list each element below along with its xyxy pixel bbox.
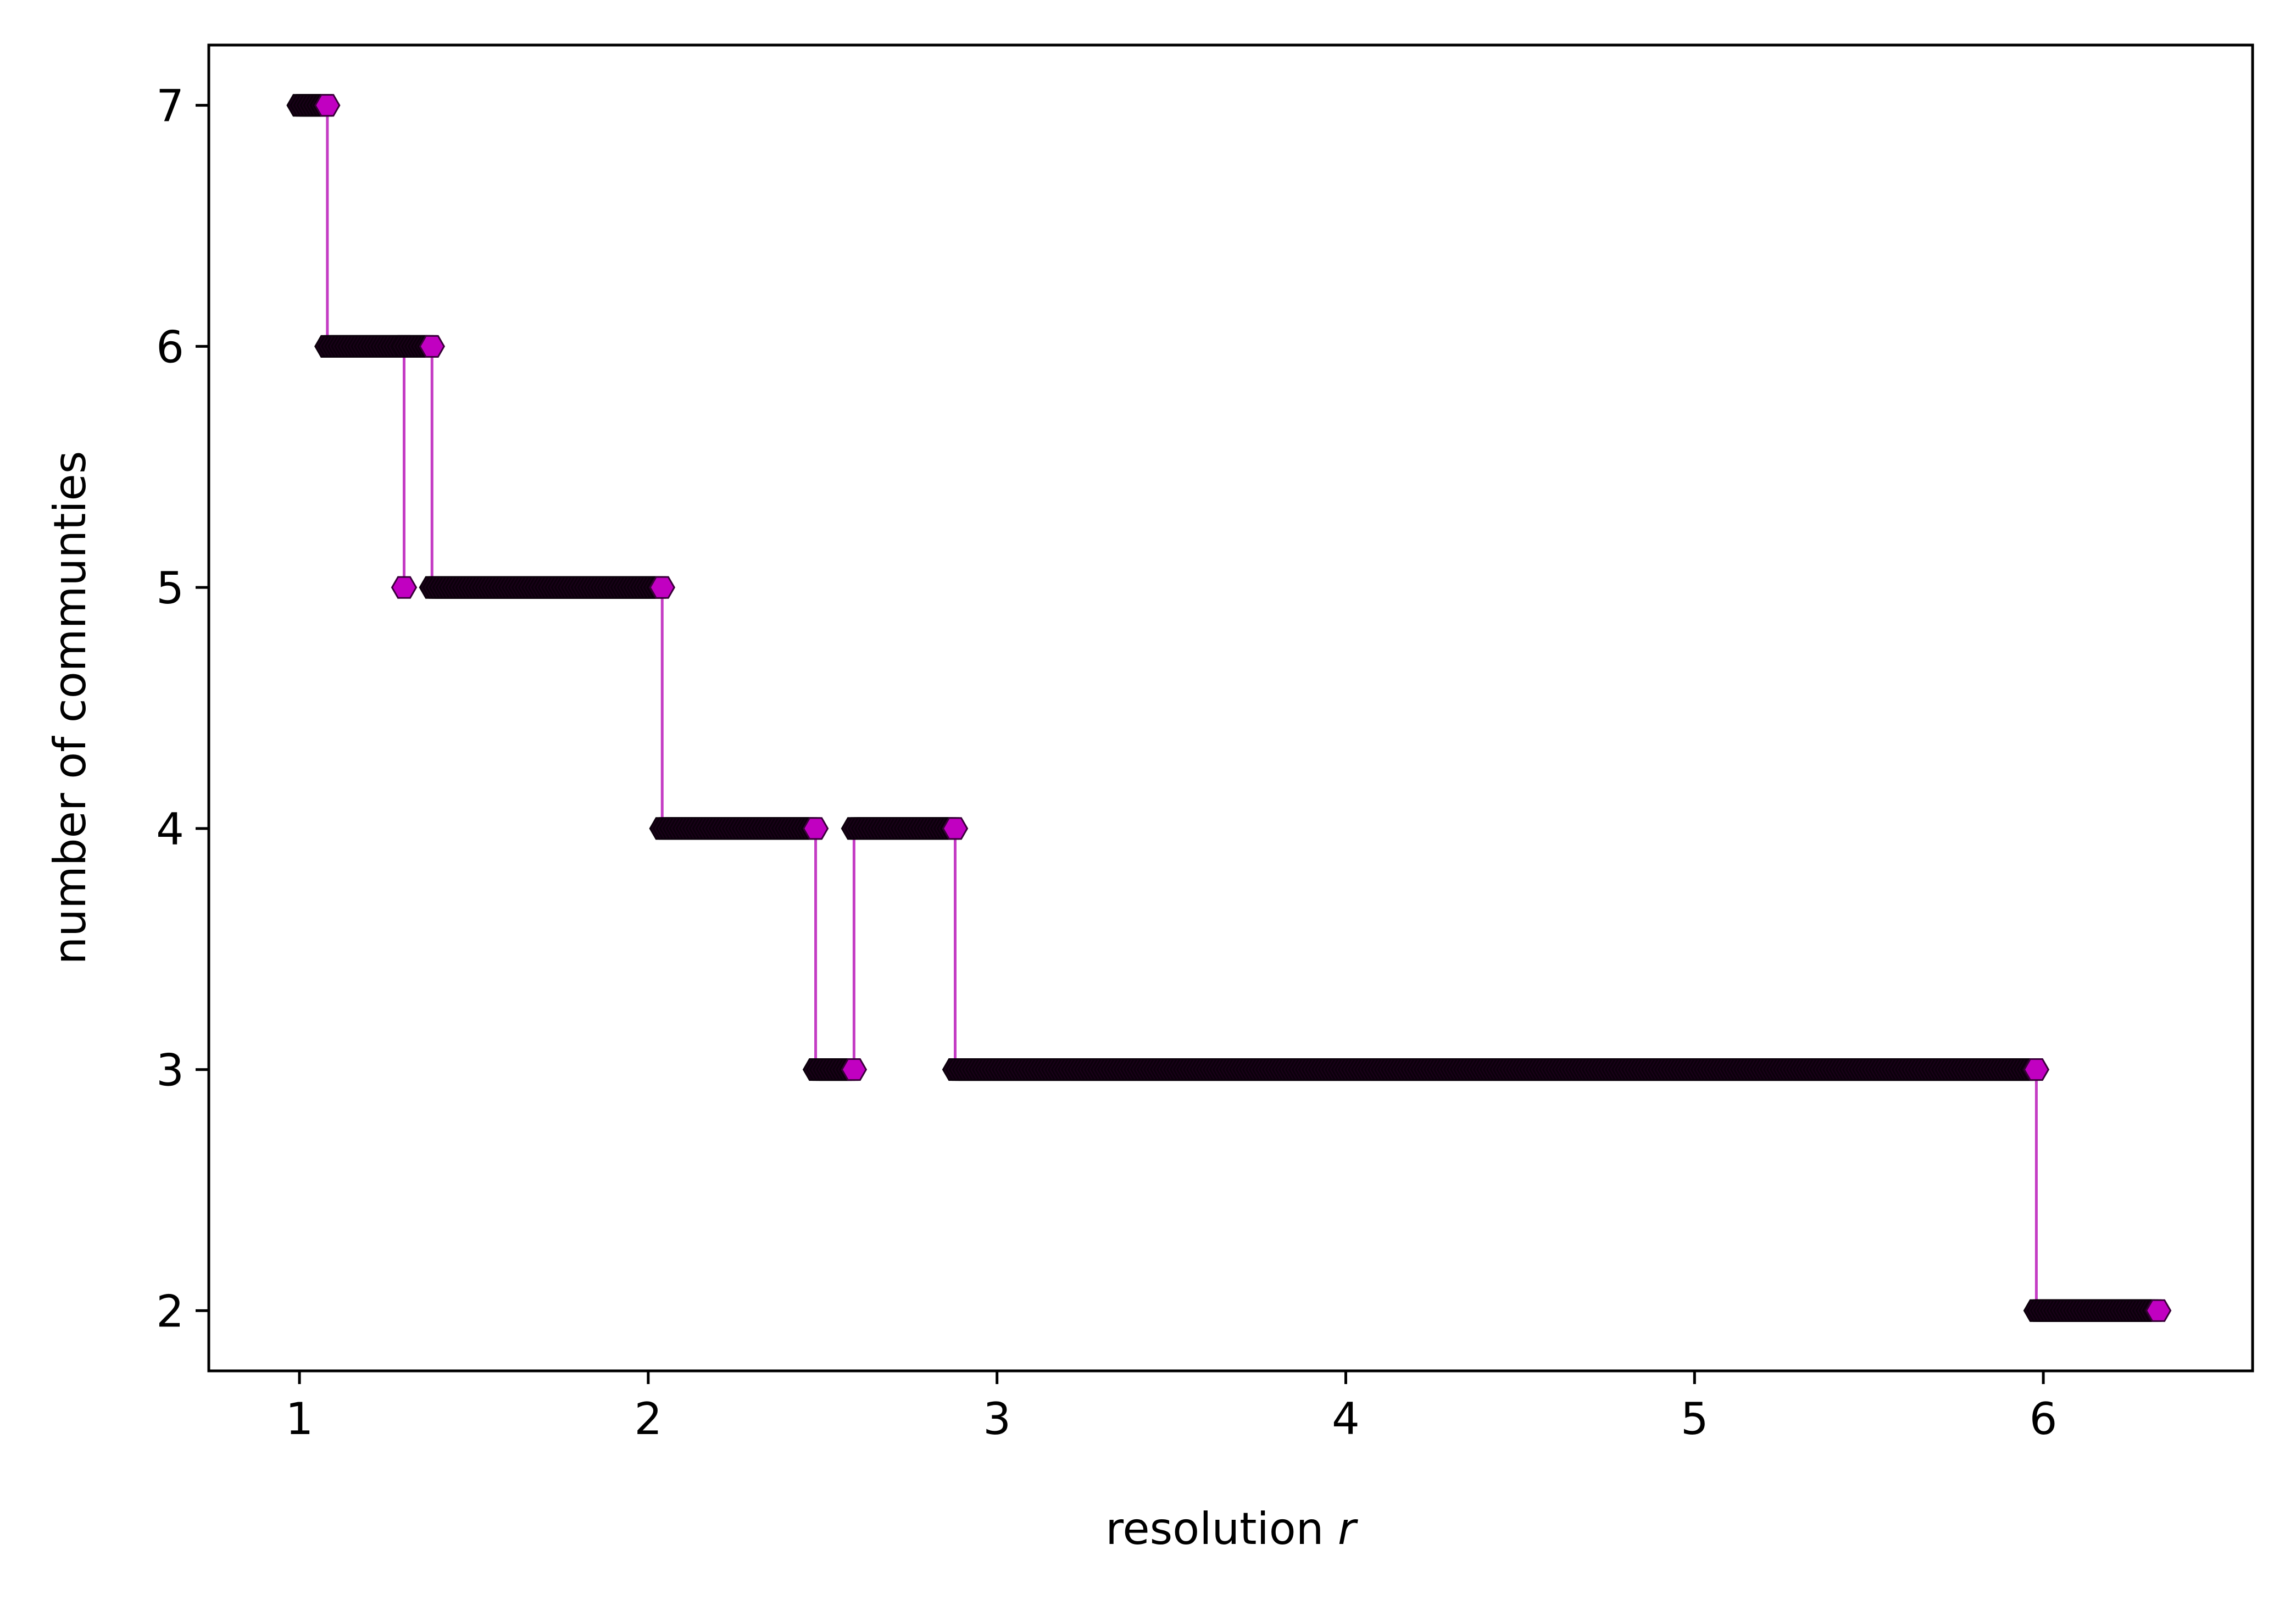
y-tick-label: 6	[156, 321, 184, 373]
y-tick-label: 4	[156, 804, 184, 855]
y-tick-label: 3	[156, 1045, 184, 1096]
series-point-end	[649, 576, 676, 599]
series-point-end	[802, 817, 829, 840]
x-tick-label: 3	[983, 1393, 1011, 1445]
y-tick-label: 5	[156, 563, 184, 614]
series-point-end	[2023, 1058, 2050, 1081]
x-tick-label: 2	[634, 1393, 662, 1445]
series-point-end	[314, 94, 341, 117]
y-tick-label: 7	[156, 81, 184, 132]
y-tick-label: 2	[156, 1286, 184, 1337]
plot-background	[209, 45, 2253, 1371]
x-tick-label: 5	[1681, 1393, 1709, 1445]
x-axis-label: resolution r	[1105, 1503, 1359, 1554]
series-point-end	[942, 817, 969, 840]
series-point-end	[419, 335, 446, 358]
plot-marks	[286, 94, 2172, 1322]
x-axis-label-symbol: r	[1338, 1503, 1359, 1554]
series-point-end	[391, 576, 418, 599]
x-axis-label-text: resolution	[1105, 1503, 1324, 1554]
x-axis: 1 2 3 4 5 6	[286, 1371, 2058, 1445]
series-point-end	[2145, 1299, 2172, 1322]
x-tick-label: 6	[2030, 1393, 2058, 1445]
plot-frame	[207, 43, 2254, 1373]
x-tick-label: 4	[1332, 1393, 1360, 1445]
y-axis-label: number of communties	[45, 451, 96, 965]
series-point-end	[841, 1058, 868, 1081]
y-axis: 2 3 4 5 6 7	[156, 81, 209, 1337]
x-tick-label: 1	[286, 1393, 314, 1445]
